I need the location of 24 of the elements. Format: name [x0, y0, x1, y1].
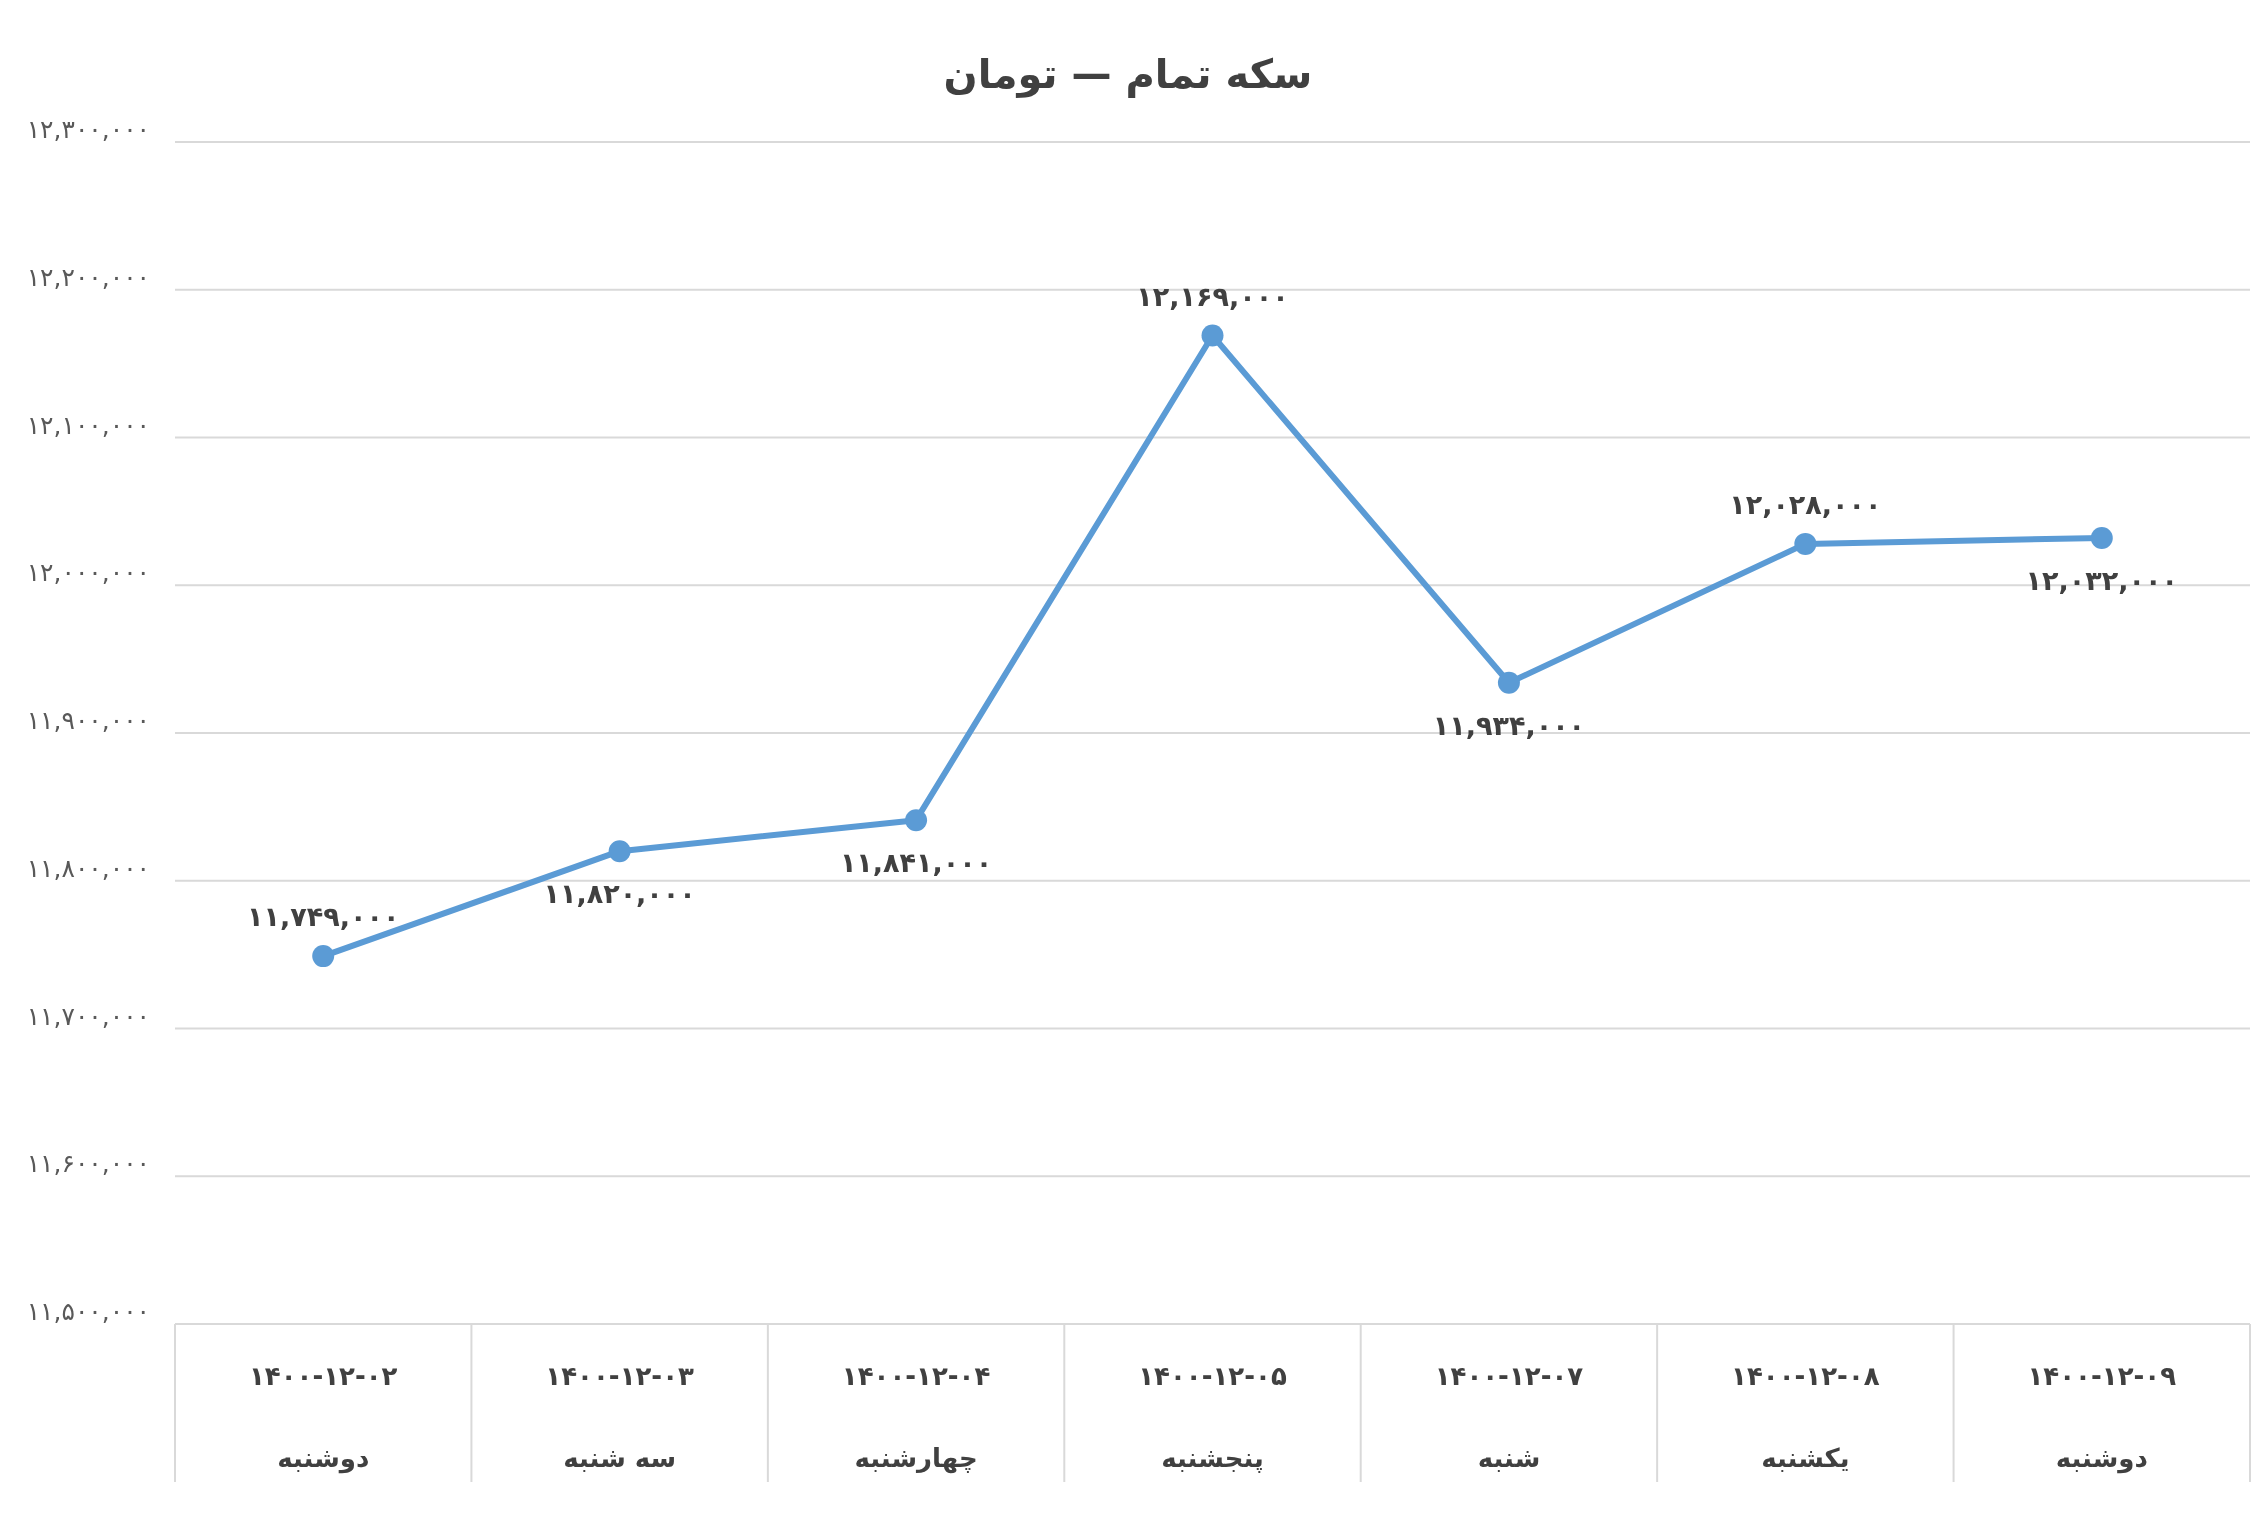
category-label: ۱۴۰۰-۱۲-۰۴ چهارشنبه [841, 1361, 991, 1473]
category-label: ۱۴۰۰-۱۲-۰۸ یکشنبه [1731, 1361, 1880, 1473]
category-label: ۱۴۰۰-۱۲-۰۹ دوشنبه [2027, 1361, 2177, 1473]
y-tick-label: ۱۱,۹۰۰,۰۰۰ [26, 706, 150, 735]
y-tick-label: ۱۲,۱۰۰,۰۰۰ [26, 410, 150, 440]
y-tick-label: ۱۱,۸۰۰,۰۰۰ [26, 853, 150, 883]
y-tick-label: ۱۲,۲۰۰,۰۰۰ [26, 262, 150, 292]
data-label: ۱۱,۸۲۰,۰۰۰ [543, 878, 696, 910]
y-tick-label: ۱۱,۶۰۰,۰۰۰ [26, 1149, 150, 1179]
category-label: ۱۴۰۰-۱۲-۰۵ پنجشنبه [1138, 1361, 1287, 1473]
y-tick-label: ۱۲,۳۰۰,۰۰۰ [26, 115, 150, 144]
data-label: ۱۱,۸۴۱,۰۰۰ [839, 847, 993, 879]
category-label: ۱۴۰۰-۱۲-۰۲ دوشنبه [248, 1361, 398, 1473]
y-tick-label: ۱۲,۰۰۰,۰۰۰ [26, 558, 150, 588]
category-label: ۱۴۰۰-۱۲-۰۷ شنبه [1434, 1361, 1584, 1473]
chart-title: سکه تمام — تومان [943, 51, 1313, 98]
data-label: ۱۱,۹۳۴,۰۰۰ [1432, 709, 1586, 741]
data-label: ۱۲,۰۲۸,۰۰۰ [1729, 488, 1882, 520]
y-tick-label: ۱۱,۷۰۰,۰۰۰ [26, 1001, 150, 1031]
data-label: ۱۲,۰۳۲,۰۰۰ [2025, 564, 2178, 596]
category-label: ۱۴۰۰-۱۲-۰۳ سه شنبه [545, 1361, 694, 1473]
y-tick-label: ۱۱,۵۰۰,۰۰۰ [26, 1297, 150, 1326]
data-label: ۱۲,۱۶۹,۰۰۰ [1136, 280, 1289, 312]
data-label: ۱۱,۷۴۹,۰۰۰ [247, 901, 400, 933]
